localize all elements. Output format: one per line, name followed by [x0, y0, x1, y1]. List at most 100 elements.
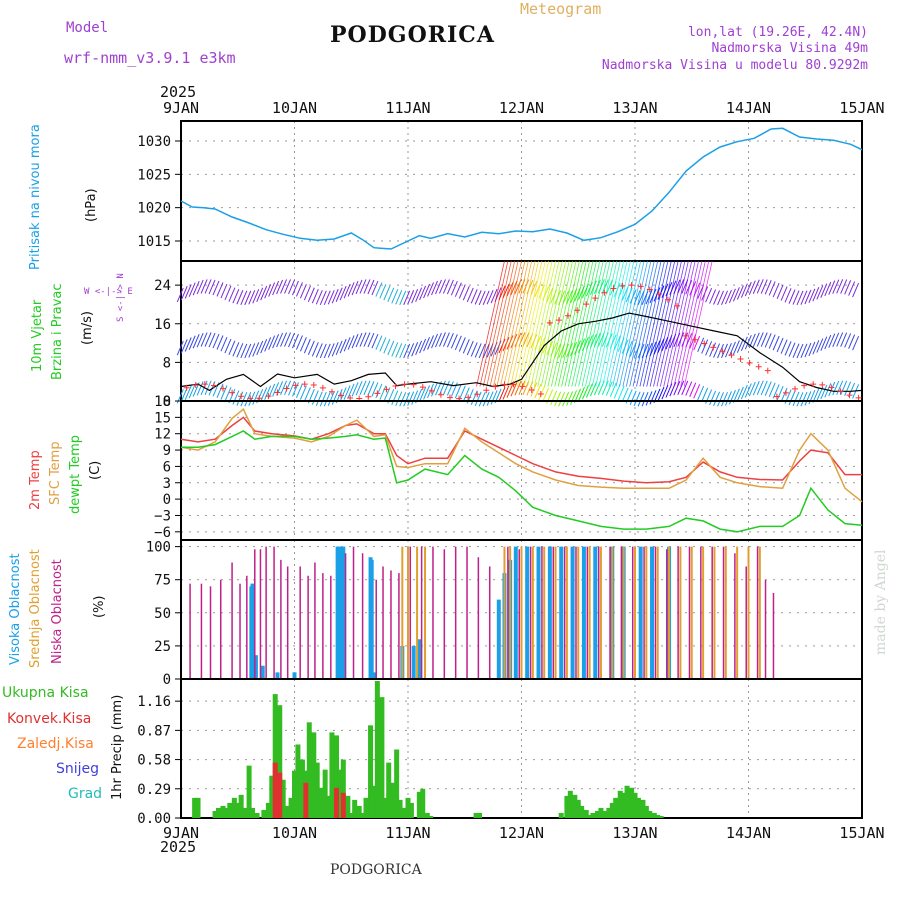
wind-barb: [701, 387, 709, 403]
wind-dir-mark: [465, 394, 472, 401]
wind-barb: [307, 340, 315, 356]
wind-barb: [820, 336, 828, 351]
y-tick-label: 3: [163, 476, 171, 492]
wind-barb: [276, 332, 284, 348]
wind-barb: [498, 387, 506, 402]
wind-barb: [292, 382, 299, 397]
wind-barb: [252, 390, 260, 405]
precip-bar: [617, 790, 623, 818]
wind-barb: [347, 282, 355, 297]
wind-barb: [415, 287, 423, 302]
precip-bar: [598, 807, 604, 818]
wind-barb: [303, 338, 311, 354]
panel-frame: [180, 120, 863, 262]
precip-bar: [567, 790, 573, 818]
wind-barb: [192, 334, 200, 349]
wind-barb: [736, 338, 744, 353]
wind-barb: [732, 287, 740, 302]
precip-bar: [394, 749, 400, 818]
wind-barb: [844, 381, 852, 396]
wind-barb: [395, 391, 403, 406]
precip-bar: [215, 807, 221, 818]
wind-barb: [180, 339, 188, 354]
wind-barb: [403, 392, 411, 407]
wind-barb: [725, 289, 732, 305]
wind-barb: [371, 333, 379, 349]
wind-barb: [725, 391, 732, 406]
wind-barb: [442, 332, 450, 347]
wind-barb: [721, 290, 728, 305]
wind-barb: [800, 343, 808, 359]
footer-title: PODGORICA: [330, 862, 422, 878]
wind-barb: [311, 342, 319, 357]
wind-barb: [756, 380, 764, 395]
y-tick-label: 75: [154, 573, 171, 589]
wind-barb: [188, 282, 196, 297]
wind-barb: [534, 335, 542, 351]
wind-barb: [446, 381, 454, 396]
precip-bar: [587, 814, 593, 818]
wind-dir-mark: [483, 387, 490, 394]
precip-bar: [295, 744, 301, 818]
wind-barb: [351, 280, 359, 296]
wind-barb: [534, 383, 542, 399]
wind-barb: [391, 289, 399, 304]
precip-bar: [265, 802, 271, 818]
wind-barb: [383, 339, 391, 354]
wind-barb-band: [619, 260, 648, 387]
wind-dir-mark: [773, 393, 780, 400]
wind-dir-mark: [683, 332, 690, 339]
precip-bar: [227, 802, 233, 818]
wind-barb: [736, 285, 744, 300]
y-tick-label: 1025: [137, 167, 171, 183]
wind-barb: [462, 339, 470, 354]
wind-barb: [355, 381, 363, 396]
wind-barb: [438, 332, 446, 347]
precip-bar: [379, 697, 385, 818]
wind-barb: [276, 279, 284, 295]
wind-barb: [323, 290, 331, 306]
y-tick-label: 12: [154, 427, 171, 443]
precip-bar: [322, 769, 328, 818]
wind-barb: [657, 338, 665, 353]
x-tick-label-top: 14JAN: [726, 99, 771, 117]
wind-barb: [562, 343, 570, 359]
precip-bar: [613, 797, 619, 818]
wind-barb: [589, 280, 597, 296]
precip-bar: [386, 762, 392, 818]
wind-barb: [427, 282, 434, 297]
wind-barb: [315, 290, 323, 305]
wind-dir-mark: [728, 352, 735, 359]
wind-barb: [752, 380, 760, 396]
wind-barb: [375, 335, 383, 350]
panel-frame: [180, 678, 863, 819]
wind-dir-mark: [528, 386, 535, 393]
wind-barb: [637, 290, 645, 306]
wind-barb: [792, 343, 800, 358]
wind-dir-mark: [719, 348, 726, 355]
wind-barb-band: [513, 260, 543, 387]
wind-barb: [359, 279, 367, 294]
wind-barb: [363, 279, 371, 294]
location-coords: lon,lat (19.26E, 42.4N): [687, 25, 868, 40]
x-tick-label-bottom: 10JAN: [272, 824, 317, 842]
wind-barb-band: [632, 260, 662, 387]
wind-dir-mark: [410, 381, 417, 388]
wind-barb: [772, 282, 780, 298]
wind-barb: [359, 380, 367, 395]
precip-bar: [575, 799, 581, 818]
wind-barb-band: [537, 260, 567, 387]
precip-bar: [329, 732, 335, 818]
wind-barb: [486, 391, 494, 406]
wind-barb-band: [510, 260, 539, 387]
wind-barb: [248, 343, 256, 358]
wind-barb-band: [622, 260, 652, 387]
wind-barb: [216, 282, 224, 297]
wind-barb: [335, 287, 343, 302]
wind-barb: [713, 391, 721, 407]
wind-barb: [438, 279, 446, 294]
wind-dir-mark: [401, 381, 408, 388]
legend-total-rain: Ukupna Kisa: [2, 685, 89, 701]
wind-barb-band: [574, 260, 604, 387]
wind-dir-mark: [292, 382, 299, 389]
